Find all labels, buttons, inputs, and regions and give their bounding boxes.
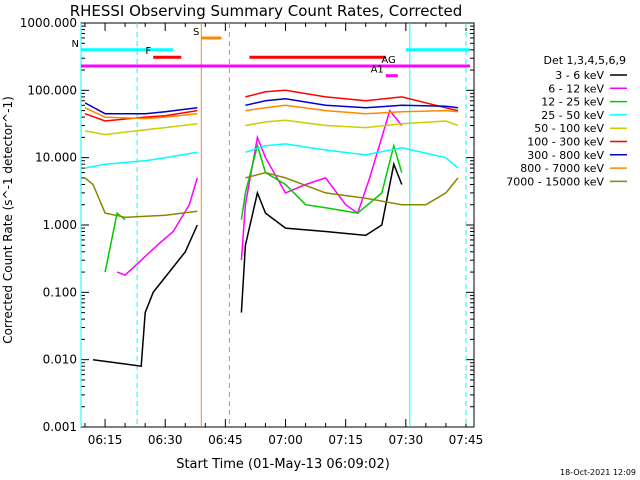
series-line bbox=[84, 109, 198, 122]
legend-label: 12 - 25 keV bbox=[541, 96, 604, 109]
legend-label: 3 - 6 keV bbox=[555, 69, 604, 82]
x-tick-label: 06:30 bbox=[148, 433, 183, 447]
series-line bbox=[84, 177, 198, 219]
x-axis-label: Start Time (01-May-13 06:09:02) bbox=[176, 457, 390, 472]
series-line bbox=[84, 151, 198, 169]
flag-label: N bbox=[72, 39, 79, 50]
y-axis-label: Corrected Count Rate (s^-1 detector^-1) bbox=[1, 96, 15, 344]
plot-area: 0.001 0.010 0.100 1.000 10.000 100.000 1000.00… bbox=[20, 16, 484, 447]
y-tick-label: 100.000 bbox=[27, 83, 77, 97]
flag-label: AG bbox=[381, 55, 395, 66]
series-line bbox=[240, 109, 403, 261]
x-tick-label: 06:45 bbox=[208, 433, 243, 447]
x-tick-label: 07:30 bbox=[389, 433, 424, 447]
series-line bbox=[245, 143, 459, 169]
y-tick-label: 0.001 bbox=[43, 420, 77, 434]
series-line bbox=[116, 177, 199, 276]
x-tick-label: 06:15 bbox=[88, 433, 123, 447]
legend-title: Det 1,3,4,5,6,9 bbox=[543, 54, 626, 67]
legend-label: 25 - 50 keV bbox=[541, 109, 604, 122]
flag-label: F bbox=[145, 46, 151, 57]
flag-label: S bbox=[193, 27, 199, 38]
series-line bbox=[245, 119, 459, 129]
chart-title: RHESSI Observing Summary Count Rates, Co… bbox=[70, 2, 463, 20]
y-tick-label: 0.100 bbox=[43, 285, 77, 299]
x-tick-label: 07:00 bbox=[268, 433, 303, 447]
legend-label: 800 - 7000 keV bbox=[520, 162, 604, 175]
series-line bbox=[84, 122, 198, 136]
x-tick-label: 07:45 bbox=[449, 433, 484, 447]
series-line bbox=[84, 102, 198, 115]
legend-label: 7000 - 15000 keV bbox=[506, 175, 604, 188]
series-line bbox=[240, 142, 403, 220]
series-line bbox=[84, 107, 198, 120]
footer-date: 18-Oct-2021 12:09 bbox=[560, 468, 636, 477]
y-tick-label: 1.000 bbox=[43, 218, 77, 232]
series-line bbox=[245, 97, 459, 109]
legend-label: 100 - 300 keV bbox=[527, 136, 604, 149]
legend-label: 6 - 12 keV bbox=[548, 82, 604, 95]
legend-label: 50 - 100 keV bbox=[534, 122, 604, 135]
flag-label: A1 bbox=[371, 65, 384, 76]
x-tick-label: 07:15 bbox=[328, 433, 363, 447]
series-line bbox=[92, 224, 198, 368]
y-tick-label: 0.010 bbox=[43, 353, 77, 367]
series-line bbox=[240, 161, 403, 313]
series-line bbox=[245, 171, 459, 206]
series-line bbox=[245, 104, 459, 115]
series-line bbox=[104, 211, 126, 273]
legend-label: 300 - 800 keV bbox=[527, 149, 604, 162]
y-tick-label: 1000.000 bbox=[20, 16, 77, 30]
y-tick-label: 10.000 bbox=[35, 151, 77, 165]
